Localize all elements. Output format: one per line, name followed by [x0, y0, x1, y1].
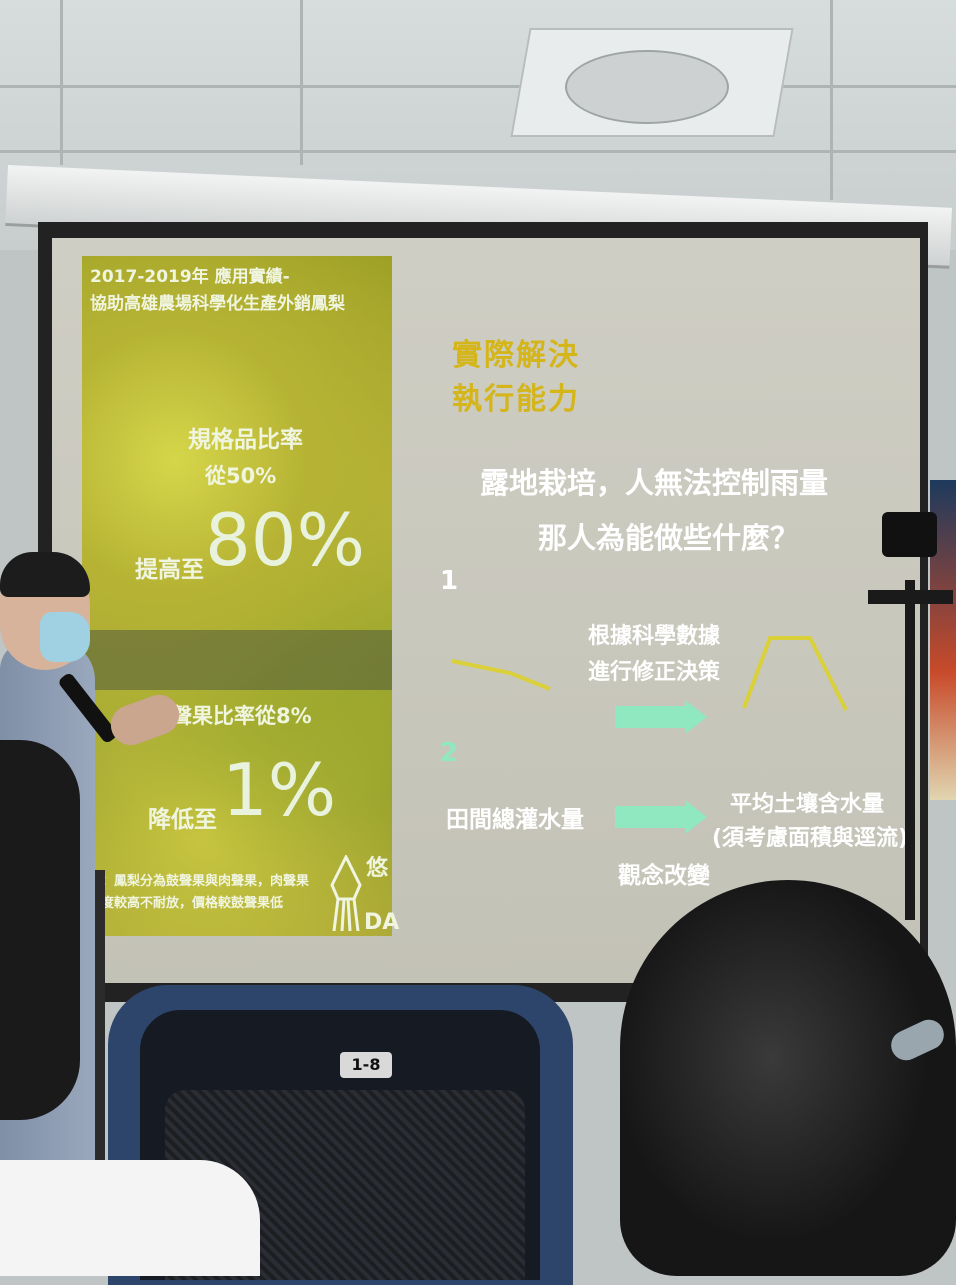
step2-to-line1: 平均土壤含水量: [730, 792, 885, 817]
ceiling-grid-line: [0, 85, 956, 88]
step1-result-line1: 根據科學數據: [588, 624, 721, 649]
presenter-hair: [0, 552, 90, 597]
logo-text-1: 悠: [366, 856, 389, 881]
step2-from: 田間總灌水量: [446, 807, 584, 833]
ceiling-fan: [565, 50, 729, 124]
slide-title-line2: 執行能力: [452, 382, 580, 417]
stat1-value: 80%: [205, 498, 366, 582]
step2-to-line2: (須考慮面積與逕流): [712, 826, 909, 851]
ceiling-grid-line: [60, 0, 63, 165]
question-line2: 那人為能做些什麼？: [538, 521, 800, 555]
photo-dark-band: [82, 630, 392, 690]
ceiling-grid-line: [830, 0, 833, 200]
declining-line-icon: [450, 655, 555, 695]
step2-number: 2: [440, 738, 459, 768]
stat1-label-line1: 規格品比率: [188, 427, 303, 453]
squid-logo-icon: [328, 853, 364, 935]
logo-text-2: DA: [364, 910, 400, 935]
face-mask: [40, 612, 90, 662]
panel-header-line1: 2017-2019年 應用實績-: [90, 267, 290, 287]
audience-head-right: [620, 880, 956, 1276]
stat1-prefix: 提高至: [135, 557, 204, 583]
slide-title-line1: 實際解決: [452, 338, 580, 373]
step2-caption: 觀念改變: [618, 863, 710, 889]
chair-number-tag: 1-8: [340, 1052, 392, 1078]
camera-icon: [882, 512, 937, 557]
stat1-label-line2: 從50%: [205, 464, 277, 488]
ceiling-grid-line: [300, 0, 303, 165]
panel-header-line2: 協助高雄農場科學化生產外銷鳳梨: [90, 294, 345, 314]
stat2-value: 1%: [222, 748, 337, 832]
footnote-line2: 熟度較高不耐放，價格較鼓聲果低: [88, 896, 284, 911]
ceiling-grid-line: [0, 150, 956, 153]
audience-shirt-left: [0, 1160, 260, 1276]
footnote-line1: 註：鳳梨分為鼓聲果與肉聲果，肉聲果: [88, 874, 310, 889]
trapezoid-line-icon: [740, 630, 850, 715]
question-line1: 露地栽培，人無法控制雨量: [480, 466, 829, 500]
tripod-pole: [905, 580, 915, 920]
step1-number: 1: [440, 566, 459, 596]
pineapple-photo-panel: [82, 256, 392, 936]
step1-result-line2: 進行修正決策: [588, 660, 721, 685]
stat2-prefix: 降低至: [148, 807, 217, 833]
audience-head-left: [0, 740, 80, 1120]
